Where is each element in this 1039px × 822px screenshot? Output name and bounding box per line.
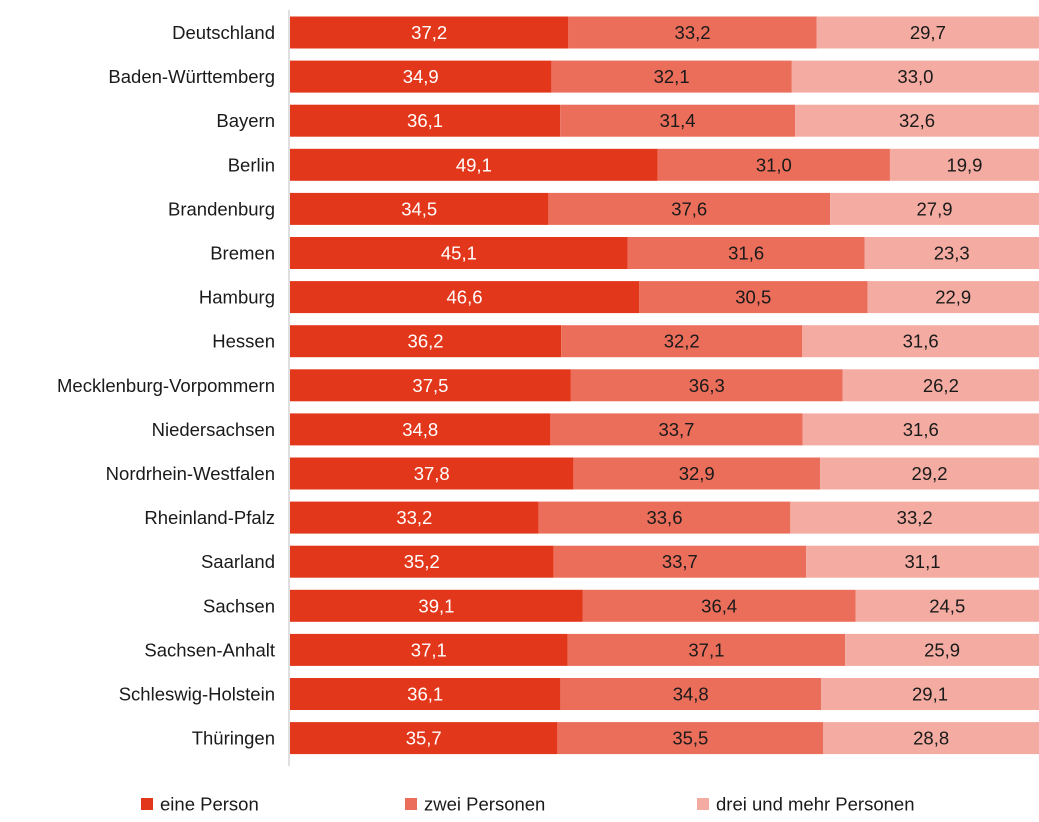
value-label: 45,1: [441, 243, 477, 264]
legend-swatch: [697, 798, 709, 810]
value-label: 34,5: [401, 198, 437, 219]
category-label: Rheinland-Pfalz: [144, 507, 275, 528]
value-label: 31,6: [903, 419, 939, 440]
category-label: Berlin: [228, 154, 275, 175]
value-label: 31,1: [905, 551, 941, 572]
category-label: Bremen: [210, 243, 275, 264]
value-label: 33,0: [897, 66, 933, 87]
value-label: 36,4: [701, 595, 737, 616]
value-label: 28,8: [913, 728, 949, 749]
category-label: Thüringen: [192, 728, 275, 749]
category-label: Schleswig-Holstein: [119, 684, 275, 705]
value-label: 32,9: [679, 463, 715, 484]
category-label: Bayern: [216, 110, 275, 131]
bars-layer: 37,2 33,2 29,7 34,9 32,1 33,0 36,1 31,4 32,6 49,1…: [290, 17, 1039, 755]
value-label: 33,2: [396, 507, 432, 528]
value-label: 39,1: [418, 595, 454, 616]
value-label: 37,6: [671, 198, 707, 219]
legend-item: eine Person: [141, 794, 259, 815]
category-label: Hessen: [212, 331, 275, 352]
value-label: 49,1: [456, 154, 492, 175]
legend-item: zwei Personen: [405, 794, 545, 815]
value-label: 33,7: [658, 419, 694, 440]
value-label: 19,9: [946, 154, 982, 175]
value-label: 31,6: [728, 243, 764, 264]
value-label: 37,1: [411, 639, 447, 660]
value-label: 36,1: [407, 110, 443, 131]
category-label: Mecklenburg-Vorpommern: [57, 375, 275, 396]
category-label: Hamburg: [199, 287, 275, 308]
legend-item: drei und mehr Personen: [697, 794, 914, 815]
value-label: 25,9: [924, 639, 960, 660]
category-labels: Deutschland Baden-Württemberg Bayern Berlin…: [57, 22, 275, 749]
value-label: 29,2: [912, 463, 948, 484]
value-label: 32,6: [899, 110, 935, 131]
category-label: Sachsen: [203, 595, 275, 616]
legend-label: drei und mehr Personen: [716, 794, 914, 815]
value-label: 36,1: [407, 684, 443, 705]
value-label: 34,8: [402, 419, 438, 440]
value-label: 27,9: [917, 198, 953, 219]
value-label: 30,5: [735, 287, 771, 308]
value-label: 26,2: [923, 375, 959, 396]
value-label: 35,7: [406, 728, 442, 749]
value-label: 37,1: [688, 639, 724, 660]
category-label: Niedersachsen: [152, 419, 275, 440]
value-label: 35,5: [672, 728, 708, 749]
value-label: 31,0: [756, 154, 792, 175]
category-label: Baden-Württemberg: [108, 66, 275, 87]
category-label: Saarland: [201, 551, 275, 572]
value-label: 32,1: [654, 66, 690, 87]
value-label: 32,2: [664, 331, 700, 352]
category-label: Brandenburg: [168, 198, 275, 219]
value-label: 31,6: [903, 331, 939, 352]
value-label: 34,8: [673, 684, 709, 705]
value-label: 33,2: [675, 22, 711, 43]
category-label: Deutschland: [172, 22, 275, 43]
value-label: 37,2: [411, 22, 447, 43]
legend-swatch: [141, 798, 153, 810]
value-label: 34,9: [403, 66, 439, 87]
legend-label: eine Person: [160, 794, 259, 815]
value-label: 37,8: [414, 463, 450, 484]
value-label: 37,5: [412, 375, 448, 396]
legend-swatch: [405, 798, 417, 810]
legend: eine Person zwei Personen drei und mehr Pe…: [141, 794, 914, 815]
value-label: 36,3: [689, 375, 725, 396]
value-label: 33,2: [897, 507, 933, 528]
value-label: 35,2: [404, 551, 440, 572]
value-label: 23,3: [934, 243, 970, 264]
category-label: Nordrhein-Westfalen: [106, 463, 275, 484]
value-label: 29,1: [912, 684, 948, 705]
category-label: Sachsen-Anhalt: [144, 639, 275, 660]
legend-label: zwei Personen: [424, 794, 545, 815]
value-label: 33,7: [662, 551, 698, 572]
value-label: 22,9: [935, 287, 971, 308]
value-label: 46,6: [447, 287, 483, 308]
value-label: 29,7: [910, 22, 946, 43]
value-label: 31,4: [660, 110, 696, 131]
value-label: 33,6: [646, 507, 682, 528]
value-label: 36,2: [408, 331, 444, 352]
value-label: 24,5: [929, 595, 965, 616]
